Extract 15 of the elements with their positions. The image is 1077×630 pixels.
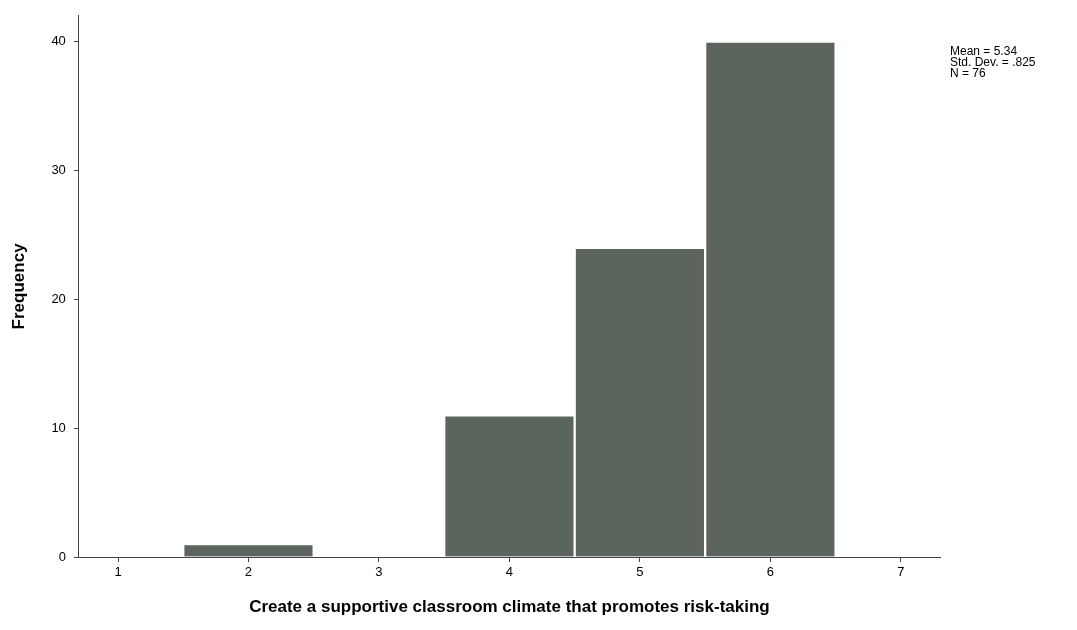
y-tick-label: 30 <box>51 162 66 178</box>
text: N = 76 <box>950 66 987 81</box>
x-tick-label: 6 <box>766 564 774 580</box>
x-tick-label: 4 <box>505 564 514 580</box>
x-tick-label: 5 <box>636 564 644 580</box>
x-tick-label: 1 <box>114 564 122 580</box>
y-axis-title: Frequency <box>8 242 28 330</box>
x-tick-label: 2 <box>244 564 253 580</box>
y-tick-label: 20 <box>51 290 66 306</box>
y-tick-label: 10 <box>51 419 66 435</box>
x-tick-label: 3 <box>375 564 383 580</box>
y-tick-label: 0 <box>58 548 66 564</box>
x-tick-label: 7 <box>897 564 905 580</box>
x-axis-title: Create a supportive classroom climate that promotes risk-taking <box>249 597 770 617</box>
y-tick-label: 40 <box>51 33 66 49</box>
